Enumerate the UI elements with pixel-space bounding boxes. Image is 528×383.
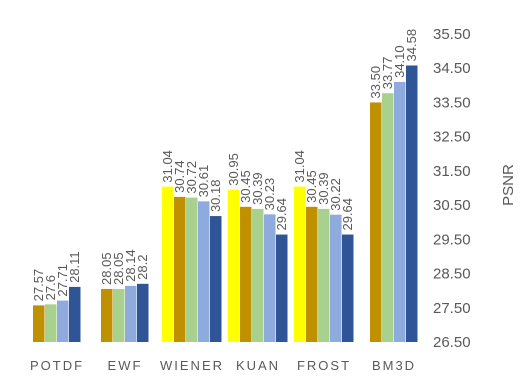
- category-label-bm3d: BM3D: [372, 358, 416, 373]
- bar-frost-0: [294, 186, 306, 342]
- bar-frost-1: [306, 206, 318, 342]
- category-label-ewf: EWF: [108, 358, 143, 373]
- category-label-frost: FROST: [297, 358, 351, 373]
- bars-layer: [33, 65, 418, 343]
- category-label-kuan: KUAN: [236, 358, 280, 373]
- y-tick-label: 32.50: [433, 129, 471, 146]
- data-label: 31.04: [292, 150, 307, 183]
- y-tick-label: 31.50: [433, 163, 471, 180]
- bar-ewf-1: [113, 288, 125, 342]
- category-labels-layer: POTDF EWF WIENER KUAN FROST BM3D: [30, 358, 416, 373]
- data-label: 30.39: [316, 172, 331, 205]
- data-label: 30.39: [250, 172, 265, 205]
- bar-wiener-2: [186, 197, 198, 342]
- data-label: 28.05: [99, 252, 114, 285]
- data-label: 30.45: [238, 170, 253, 203]
- data-label: 30.45: [304, 170, 319, 203]
- y-axis-title: PSNR: [500, 164, 517, 206]
- data-label: 33.50: [368, 66, 383, 99]
- bar-ewf-3: [137, 283, 149, 342]
- data-label: 29.64: [340, 198, 355, 231]
- data-label: 27.57: [31, 269, 46, 302]
- data-label: 30.61: [196, 165, 211, 198]
- bar-ewf-2: [125, 285, 137, 342]
- bar-frost-2: [318, 208, 330, 342]
- bar-kuan-3: [264, 214, 276, 342]
- y-tick-label: 27.50: [433, 300, 471, 317]
- bar-kuan-1: [240, 206, 252, 342]
- y-tick-label: 33.50: [433, 94, 471, 111]
- data-label: 30.18: [208, 180, 223, 213]
- y-tick-label: 29.50: [433, 231, 471, 248]
- data-label: 30.72: [184, 161, 199, 194]
- data-label: 28.14: [123, 249, 138, 282]
- bar-bm3d-0: [370, 102, 382, 342]
- y-tick-label: 34.50: [433, 60, 471, 77]
- y-tick-label: 30.50: [433, 197, 471, 214]
- data-label: 31.04: [160, 150, 175, 183]
- data-label: 30.95: [226, 153, 241, 186]
- data-label: 34.58: [404, 29, 419, 62]
- category-label-potdf: POTDF: [30, 358, 84, 373]
- data-label: 28.2: [135, 255, 150, 280]
- y-tick-label: 28.50: [433, 266, 471, 283]
- data-label: 29.64: [274, 198, 289, 231]
- y-tick-label: 35.50: [433, 26, 471, 43]
- bar-kuan-2: [252, 208, 264, 342]
- bar-potdf-1: [45, 304, 57, 342]
- bar-potdf-3: [69, 286, 81, 342]
- bar-kuan-0: [228, 189, 240, 342]
- data-label: 30.74: [172, 160, 187, 193]
- bar-wiener-0: [162, 186, 174, 342]
- y-tick-label: 26.50: [433, 334, 471, 351]
- bar-frost-4: [342, 234, 354, 342]
- bar-potdf-2: [57, 300, 69, 342]
- data-label: 30.23: [262, 178, 277, 211]
- bar-bm3d-1: [382, 93, 394, 343]
- bar-frost-3: [330, 214, 342, 342]
- data-label: 28.11: [67, 251, 82, 283]
- y-axis-ticks-layer: 26.50 27.50 28.50 29.50 30.50 31.50 32.50 33.50…: [433, 26, 471, 351]
- data-label: 27.71: [55, 264, 70, 297]
- category-label-wiener: WIENER: [160, 358, 224, 373]
- bar-potdf-0: [33, 305, 45, 342]
- bar-wiener-1: [174, 196, 186, 342]
- data-label: 27.6: [43, 275, 58, 300]
- data-label: 34.10: [392, 45, 407, 78]
- bar-wiener-4: [210, 216, 222, 342]
- bar-ewf-0: [101, 288, 113, 342]
- bar-wiener-3: [198, 201, 210, 342]
- data-label: 30.22: [328, 178, 343, 211]
- bar-bm3d-2: [394, 81, 406, 343]
- data-label: 33.77: [380, 57, 395, 90]
- data-label: 28.05: [111, 252, 126, 285]
- bar-bm3d-3: [406, 65, 418, 343]
- bar-kuan-4: [276, 234, 288, 342]
